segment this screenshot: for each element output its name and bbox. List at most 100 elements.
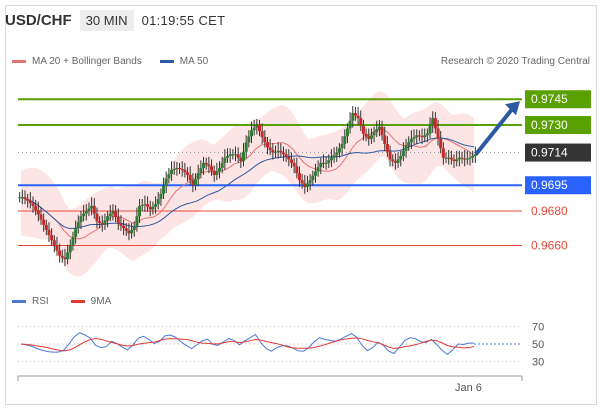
candle-body bbox=[140, 205, 144, 207]
candle-body bbox=[295, 166, 299, 174]
candle-body bbox=[47, 229, 51, 236]
candle-body bbox=[170, 169, 174, 175]
candle-body bbox=[244, 142, 248, 152]
bollinger-bands bbox=[21, 91, 474, 277]
candle-body bbox=[23, 197, 27, 199]
candle-body bbox=[100, 223, 104, 225]
ma20-swatch bbox=[12, 60, 26, 63]
candle-body bbox=[71, 236, 75, 246]
candle-body bbox=[345, 128, 349, 137]
candle-body bbox=[399, 156, 403, 160]
candle-body bbox=[369, 135, 373, 139]
pivot-label: 0.9695 bbox=[531, 178, 568, 192]
candle-body bbox=[297, 173, 301, 181]
candle-body bbox=[327, 160, 331, 163]
candle-body bbox=[202, 162, 206, 169]
candle-body bbox=[273, 151, 277, 153]
candle-body bbox=[460, 157, 464, 159]
candle-body bbox=[76, 222, 80, 229]
candle-body bbox=[471, 156, 475, 158]
candle-body bbox=[119, 223, 123, 226]
candle-body bbox=[367, 136, 371, 139]
candle-body bbox=[335, 152, 339, 156]
candle-body bbox=[95, 213, 99, 222]
candle-body bbox=[380, 126, 384, 136]
candle-body bbox=[265, 142, 269, 148]
candle-body bbox=[465, 158, 469, 160]
candle-body bbox=[401, 150, 405, 156]
candle-body bbox=[396, 159, 400, 163]
candle-body bbox=[60, 255, 64, 258]
candle-body bbox=[220, 162, 224, 169]
forecast-arrow-shaft bbox=[474, 107, 514, 156]
support-label: 0.9680 bbox=[531, 204, 568, 218]
candle-body bbox=[247, 136, 251, 143]
ma50-swatch bbox=[159, 60, 174, 63]
candle-body bbox=[281, 152, 285, 155]
candle-body bbox=[180, 168, 184, 170]
candle-body bbox=[175, 168, 179, 170]
candle-body bbox=[148, 206, 152, 210]
candle-body bbox=[473, 154, 477, 156]
candle-body bbox=[313, 171, 317, 176]
timestamp: 01:19:55 CET bbox=[141, 12, 226, 28]
candle-body bbox=[455, 159, 459, 162]
candle-body bbox=[340, 143, 344, 149]
candle-body bbox=[423, 135, 427, 138]
rsi-9ma-line bbox=[20, 337, 475, 352]
rsi-label: RSI bbox=[32, 296, 49, 307]
candle-body bbox=[90, 205, 94, 209]
candle-body bbox=[164, 178, 168, 187]
candle-body bbox=[361, 125, 365, 134]
rsi-tick-label: 50 bbox=[532, 339, 544, 351]
candle-body bbox=[42, 219, 46, 225]
candle-body bbox=[215, 171, 219, 175]
candle-body bbox=[468, 157, 472, 159]
candle-body bbox=[263, 137, 267, 143]
candle-body bbox=[68, 245, 72, 253]
candle-body bbox=[210, 166, 214, 171]
candle-body bbox=[52, 240, 56, 246]
candle-body bbox=[412, 137, 416, 139]
candle-body bbox=[444, 157, 448, 159]
candle-body bbox=[218, 168, 222, 172]
rsi-legend: RSI 9MA bbox=[12, 296, 133, 307]
candle-body bbox=[359, 118, 363, 126]
candle-body bbox=[337, 148, 341, 153]
candle-body bbox=[292, 162, 296, 167]
candle-body bbox=[207, 164, 211, 167]
candle-body bbox=[449, 157, 453, 160]
candle-body bbox=[319, 162, 323, 168]
candle-body bbox=[226, 156, 230, 158]
candle-body bbox=[353, 113, 357, 116]
candle-body bbox=[143, 204, 147, 206]
ma50-label: MA 50 bbox=[179, 56, 209, 67]
candle-body bbox=[116, 217, 120, 224]
candle-body bbox=[260, 131, 264, 138]
ma20-label: MA 20 + Bollinger Bands bbox=[32, 56, 142, 67]
current-price-box bbox=[525, 143, 591, 162]
interval-badge[interactable]: 30 MIN bbox=[79, 9, 134, 31]
candle-body bbox=[391, 159, 395, 162]
candle-body bbox=[114, 211, 118, 218]
candle-body bbox=[332, 155, 336, 158]
candle-body bbox=[82, 213, 86, 217]
candle-body bbox=[28, 200, 32, 204]
support-label: 0.9660 bbox=[531, 238, 568, 252]
candle-body bbox=[159, 193, 163, 199]
candle-body bbox=[20, 197, 24, 199]
candle-body bbox=[329, 157, 333, 161]
candle-body bbox=[124, 228, 128, 231]
candle-body bbox=[452, 159, 456, 162]
candle-body bbox=[463, 158, 467, 160]
current-price-label: 0.9714 bbox=[531, 146, 568, 160]
candle-body bbox=[276, 150, 280, 152]
date-tick-label: Jan 6 bbox=[455, 382, 482, 394]
candle-body bbox=[183, 169, 187, 173]
candle-body bbox=[26, 199, 30, 201]
candle-body bbox=[204, 162, 208, 165]
candle-body bbox=[58, 250, 62, 256]
candle-body bbox=[191, 180, 195, 186]
candle-body bbox=[18, 197, 22, 199]
